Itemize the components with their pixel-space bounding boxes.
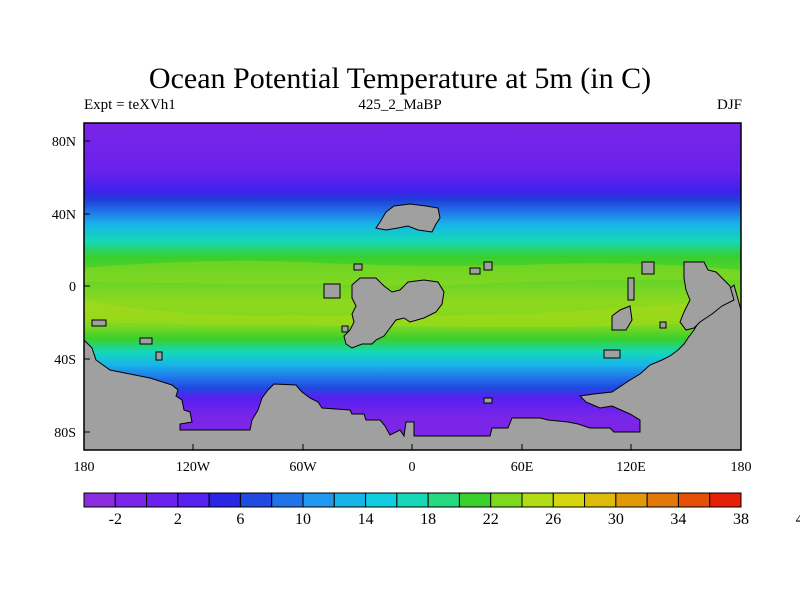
experiment-label: Expt = teXVh1 (84, 97, 176, 113)
colorbar-label: 10 (295, 511, 311, 528)
colorbar (83, 492, 742, 508)
colorbar-swatch (427, 492, 460, 508)
island-7 (483, 261, 493, 271)
island-11 (341, 325, 349, 333)
island-1 (323, 283, 341, 299)
x-tick-label: 120E (616, 460, 646, 475)
x-tick-label: 60E (511, 460, 534, 475)
island-5 (353, 263, 363, 271)
island-10 (611, 305, 633, 331)
island-12 (483, 397, 493, 404)
colorbar-swatch (552, 492, 586, 508)
period-label: 425_2_MaBP (358, 97, 442, 113)
antarctica-landmass (84, 284, 741, 450)
colorbar-swatch (677, 492, 711, 508)
island-8 (641, 261, 655, 275)
map-plot-area (84, 123, 741, 450)
island-3 (139, 337, 153, 345)
island-4 (155, 351, 163, 361)
colorbar-label: 6 (236, 511, 244, 528)
x-tick-label: 180 (74, 460, 95, 475)
island-13 (603, 349, 621, 359)
colorbar-swatch (333, 492, 367, 508)
colorbar-swatch (396, 492, 429, 508)
colorbar-label: 42 (796, 511, 800, 528)
colorbar-swatch (239, 492, 273, 508)
land-masses (84, 203, 741, 450)
colorbar-swatch (615, 492, 648, 508)
x-tick-label: 0 (409, 460, 416, 475)
island-14 (659, 321, 667, 329)
colorbar-swatch (646, 492, 679, 508)
y-tick-label: 80S (54, 426, 76, 441)
colorbar-swatch (302, 492, 335, 508)
colorbar-label: 38 (733, 511, 749, 528)
colorbar-swatch (490, 492, 523, 508)
colorbar-swatch (521, 492, 554, 508)
island-6 (469, 267, 481, 275)
warm-band-south (84, 300, 741, 328)
central-continent (343, 277, 445, 349)
x-tick-label: 180 (731, 460, 752, 475)
colorbar-label: 14 (358, 511, 374, 528)
colorbar-label: -2 (109, 511, 122, 528)
y-tick-label: 0 (69, 280, 76, 295)
x-tick-label: 120W (176, 460, 211, 475)
season-label: DJF (716, 97, 742, 113)
colorbar-label: 22 (483, 511, 499, 528)
northeast-continent (679, 261, 735, 331)
colorbar-swatch (114, 492, 148, 508)
north-continent (375, 203, 441, 233)
y-tick-label: 80N (52, 135, 76, 150)
colorbar-swatch (271, 492, 304, 508)
y-tick-label: 40S (54, 353, 76, 368)
colorbar-label: 30 (608, 511, 624, 528)
colorbar-swatch (146, 492, 179, 508)
y-tick-label: 40N (52, 208, 76, 223)
colorbar-swatch (83, 492, 116, 508)
x-tick-label: 60W (289, 460, 317, 475)
colorbar-swatch (458, 492, 492, 508)
colorbar-swatch (177, 492, 210, 508)
colorbar-label: 2 (174, 511, 182, 528)
map-title: Ocean Potential Temperature at 5m (in C) (148, 62, 652, 95)
island-9 (627, 277, 635, 301)
colorbar-swatch (709, 492, 742, 508)
y-axis (84, 140, 90, 433)
colorbar-label: 26 (545, 511, 561, 528)
colorbar-label: 34 (670, 511, 686, 528)
colorbar-swatch (584, 492, 617, 508)
warm-band-north (84, 260, 741, 285)
colorbar-label: 18 (420, 511, 436, 528)
x-axis (83, 444, 742, 450)
colorbar-labels: -226101418222630343842 (109, 511, 800, 528)
colorbar-swatch (365, 492, 398, 508)
colorbar-swatch (208, 492, 241, 508)
island-2 (91, 319, 107, 327)
